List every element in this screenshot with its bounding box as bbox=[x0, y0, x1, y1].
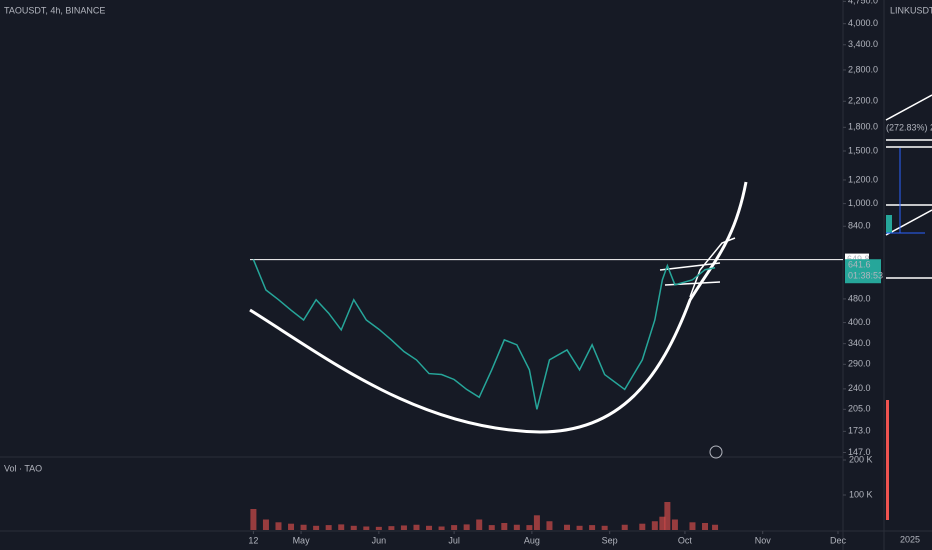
volume-bar bbox=[388, 526, 395, 530]
volume-bar bbox=[546, 521, 553, 530]
countdown-label: 01:38:53 bbox=[848, 271, 883, 281]
x-tick-label: May bbox=[293, 535, 311, 545]
x-tick-label: Sep bbox=[602, 535, 618, 545]
y-tick-label: 1,000.0 bbox=[848, 198, 878, 208]
volume-bar bbox=[513, 524, 520, 530]
volume-bar bbox=[313, 525, 320, 530]
volume-bar bbox=[501, 523, 508, 530]
volume-bar bbox=[621, 524, 628, 530]
x-tick-label: Jun bbox=[372, 535, 387, 545]
y-tick-label: 4,000.0 bbox=[848, 18, 878, 28]
y-tick-label: 400.0 bbox=[848, 317, 871, 327]
volume-bar bbox=[275, 522, 282, 530]
volume-bar bbox=[400, 525, 407, 530]
volume-bar bbox=[601, 525, 608, 530]
volume-bar bbox=[564, 524, 571, 530]
y-tick-label: 1,800.0 bbox=[848, 122, 878, 132]
y-tick-label: 147.0 bbox=[848, 447, 871, 457]
volume-bar bbox=[438, 526, 445, 530]
event-icon bbox=[709, 445, 723, 459]
volume-bar bbox=[702, 523, 709, 530]
volume-bar bbox=[413, 524, 420, 530]
side-panel-annotation: (272.83%) 2,729 bbox=[886, 122, 932, 132]
volume-bar bbox=[363, 526, 370, 530]
side-panel-drawing bbox=[885, 94, 932, 520]
volume-bar bbox=[288, 523, 295, 530]
volume-bar bbox=[426, 525, 433, 530]
volume-bar bbox=[375, 526, 382, 530]
volume-bar bbox=[262, 519, 269, 530]
volume-bar bbox=[526, 525, 533, 530]
volume-bar bbox=[589, 525, 596, 530]
volume-bar bbox=[463, 524, 470, 530]
volume-bar bbox=[488, 525, 495, 530]
volume-bar bbox=[325, 525, 332, 530]
volume-bar bbox=[712, 524, 719, 530]
volume-bar bbox=[639, 523, 646, 530]
y-tick-label: 1,500.0 bbox=[848, 145, 878, 155]
x-tick-label: Jul bbox=[448, 535, 460, 545]
volume-bar bbox=[451, 525, 458, 530]
y-tick-label: 240.0 bbox=[848, 383, 871, 393]
last-close-label: 641.6 bbox=[848, 260, 871, 270]
chart-title: TAOUSDT, 4h, BINANCE bbox=[4, 5, 105, 15]
y-tick-label: 340.0 bbox=[848, 338, 871, 348]
y-tick-label: 3,400.0 bbox=[848, 39, 878, 49]
volume-bar bbox=[651, 521, 658, 530]
y-tick-label: 480.0 bbox=[848, 293, 871, 303]
side-panel-xlabel: 2025 bbox=[900, 534, 920, 544]
y-tick-label: 2,200.0 bbox=[848, 96, 878, 106]
volume-bar bbox=[250, 509, 257, 530]
x-tick-label: Oct bbox=[678, 535, 693, 545]
y-tick-label: 290.0 bbox=[848, 359, 871, 369]
volume-bar bbox=[689, 522, 696, 530]
y-tick-label: 2,800.0 bbox=[848, 64, 878, 74]
y-tick-label: 4,750.0 bbox=[848, 0, 878, 6]
volume-bar bbox=[576, 525, 583, 530]
volume-bar bbox=[659, 516, 666, 530]
last-close-box bbox=[845, 259, 881, 284]
volume-bar bbox=[671, 519, 678, 530]
volume-title: Vol · TAO bbox=[4, 463, 42, 473]
y-tick-label: 173.0 bbox=[848, 426, 871, 436]
x-tick-label: 12 bbox=[248, 535, 258, 545]
side-panel-title: LINKUSDT, 1 bbox=[890, 5, 932, 15]
volume-bar bbox=[338, 524, 345, 530]
x-tick-label: Dec bbox=[830, 535, 847, 545]
y2-tick-label: 100 K bbox=[849, 489, 873, 499]
volume-bar bbox=[350, 525, 357, 530]
y-tick-label: 1,200.0 bbox=[848, 174, 878, 184]
y-tick-label: 840.0 bbox=[848, 221, 871, 231]
x-tick-label: Nov bbox=[755, 535, 772, 545]
volume-bar bbox=[664, 502, 671, 530]
y2-tick-label: 200 K bbox=[849, 454, 873, 464]
y-tick-label: 205.0 bbox=[848, 404, 871, 414]
volume-bar bbox=[476, 519, 483, 530]
reference-label: 649.8 bbox=[847, 254, 870, 264]
volume-bar bbox=[300, 524, 307, 530]
price-line bbox=[252, 259, 716, 410]
x-tick-label: Aug bbox=[524, 535, 540, 545]
volume-bar bbox=[533, 515, 540, 530]
